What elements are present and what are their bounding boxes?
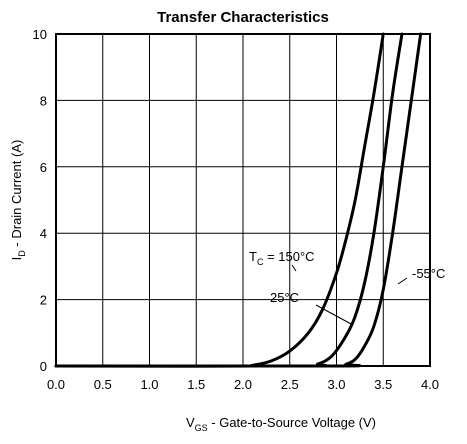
annotation-tc25: 25°C: [270, 290, 299, 305]
y-tick-label: 6: [40, 160, 47, 175]
x-tick-label: 0.5: [94, 377, 112, 392]
x-tick-label: 3.0: [327, 377, 345, 392]
x-tick-label: 2.5: [281, 377, 299, 392]
y-tick-label: 0: [40, 359, 47, 374]
x-tick-label: 4.0: [421, 377, 439, 392]
series-line-tc25: [54, 32, 404, 368]
x-tick-label: 3.5: [374, 377, 392, 392]
series-layer: [54, 32, 423, 368]
y-tick-label: 4: [40, 226, 47, 241]
annotation-tc150: TC = 150°C: [249, 249, 315, 267]
x-axis-label-main: V: [186, 415, 195, 430]
y-axis-label-sub: D: [17, 250, 27, 257]
annotation-tcm55: -55°C: [412, 266, 445, 281]
leader-line-tcm55: [397, 277, 408, 285]
x-tick-label: 2.0: [234, 377, 252, 392]
y-axis-label-main: I: [9, 257, 24, 261]
x-tick-label: 1.0: [140, 377, 158, 392]
y-tick-label: 10: [33, 27, 47, 42]
annotation-tc150-rest: = 150°C: [263, 249, 314, 264]
x-axis-label: VGS - Gate-to-Source Voltage (V): [186, 415, 376, 433]
x-axis-label-rest: - Gate-to-Source Voltage (V): [208, 415, 376, 430]
grid-layer: [55, 33, 431, 367]
chart-title: Transfer Characteristics: [157, 9, 329, 26]
x-tick-label: 1.5: [187, 377, 205, 392]
annotation-layer: TC = 150°C 25°C -55°C: [249, 249, 445, 326]
annotation-tc150-main: T: [249, 249, 257, 264]
series-line-tcm55: [54, 32, 423, 368]
tick-label-layer: 0.0 0.5 1.0 1.5 2.0 2.5 3.0 3.5 4.0 0 2 4 6 8 10: [33, 27, 440, 392]
annotation-tc150-sub: C: [257, 257, 264, 267]
y-tick-label: 2: [40, 293, 47, 308]
y-tick-label: 8: [40, 93, 47, 108]
leader-line-tc25: [315, 304, 354, 326]
y-axis-label-rest: - Drain Current (A): [9, 140, 24, 251]
series-line-tc150: [54, 32, 385, 368]
y-axis-label: ID - Drain Current (A): [9, 140, 27, 261]
x-axis-label-sub: GS: [195, 423, 208, 433]
leader-line-tc150: [291, 264, 297, 272]
x-tick-label: 0.0: [47, 377, 65, 392]
